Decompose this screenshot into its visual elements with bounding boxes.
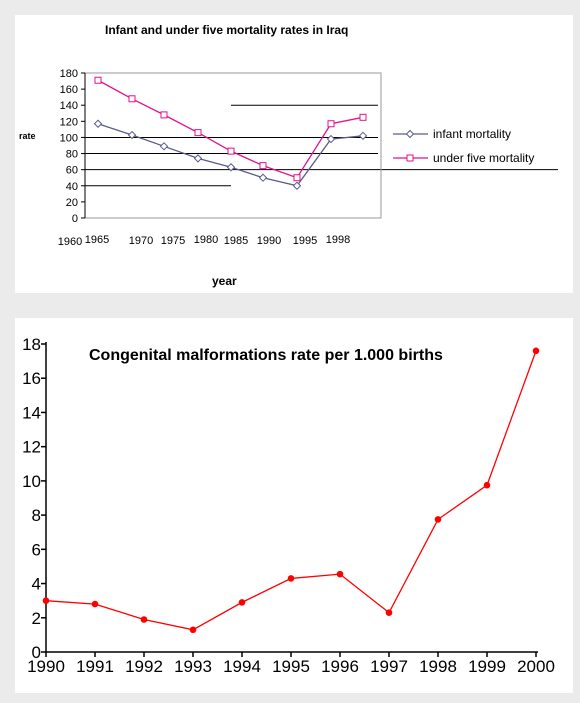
x-tick-label: 1996 (321, 657, 359, 676)
plot-frame (84, 72, 382, 219)
y-tick-label: 4 (32, 575, 41, 594)
data-point (238, 599, 246, 606)
data-point (93, 119, 103, 128)
data-point (227, 147, 235, 155)
x-tick-label: 1990 (27, 657, 65, 676)
y-tick-label: 12 (22, 438, 41, 457)
y-tick-label: 6 (32, 540, 41, 559)
series-line-1 (45, 350, 537, 631)
y-tick-label: 0 (72, 213, 78, 225)
x-tick-label: 1985 (224, 235, 248, 247)
x-tick-label: 1995 (272, 657, 310, 676)
data-point (160, 111, 168, 119)
x-tick-label: 1995 (293, 235, 317, 247)
data-point (140, 616, 148, 623)
legend-label: under five mortality (433, 151, 534, 165)
x-tick-label: 1980 (194, 234, 218, 246)
data-point (194, 129, 202, 137)
data-point (42, 597, 50, 604)
x-tick-label: 1998 (419, 657, 457, 676)
data-point (336, 570, 344, 578)
y-tick-label: 60 (66, 165, 78, 177)
data-point (94, 76, 102, 84)
data-point (259, 162, 267, 170)
mortality-chart-title: Infant and under five mortality rates in… (105, 23, 348, 37)
x-tick-label: 1997 (370, 657, 408, 676)
data-point (434, 516, 442, 523)
y-tick-label: 2 (32, 609, 41, 628)
malformations-chart-panel: Congenital malformations rate per 1.000 … (15, 318, 573, 693)
data-point (327, 120, 335, 128)
legend-marker (405, 129, 415, 139)
y-tick-label: 10 (22, 472, 41, 491)
data-point (159, 142, 169, 151)
data-point (385, 609, 393, 616)
y-tick-label: 100 (60, 132, 78, 144)
x-axis-label: year (212, 274, 237, 288)
series-line-2 (97, 79, 364, 179)
data-point (359, 113, 367, 121)
x-tick-label: 1998 (326, 234, 350, 246)
x-tick-label: 1992 (125, 657, 163, 676)
x-tick-label: 1993 (174, 657, 212, 676)
y-tick-label: 14 (22, 403, 41, 422)
y-tick-label: 0 (32, 643, 41, 662)
y-tick-label: 18 (22, 335, 41, 354)
y-tick-label: 8 (32, 506, 41, 525)
data-point (189, 626, 197, 634)
data-point (326, 134, 336, 144)
data-point (293, 174, 301, 182)
y-tick-label: 180 (60, 68, 78, 80)
y-tick-label: 140 (60, 100, 78, 112)
mortality-legend: infant mortality under five mortality (393, 127, 534, 165)
data-point (287, 575, 295, 582)
mortality-chart: Infant and under five mortality rates in… (19, 23, 558, 288)
data-point (358, 131, 368, 141)
data-point (193, 154, 203, 163)
y-tick-label: 40 (66, 181, 78, 193)
x-tick-label: 1999 (468, 657, 506, 676)
data-point (292, 181, 302, 190)
legend-label: infant mortality (433, 127, 511, 141)
y-tick-label: 120 (60, 116, 78, 128)
data-point (532, 347, 540, 355)
data-point (91, 600, 99, 608)
x-tick-label: 1991 (76, 657, 114, 676)
x-tick-label: 1965 (85, 234, 109, 246)
series-line-1 (97, 123, 364, 187)
legend-marker (406, 154, 414, 162)
malformations-chart-title: Congenital malformations rate per 1.000 … (89, 347, 443, 364)
x-tick-label: 1975 (161, 235, 185, 247)
x-tick-label: 1960 (58, 236, 82, 248)
x-tick-label: 1994 (223, 657, 261, 676)
data-point (483, 481, 491, 489)
y-tick-label: 160 (60, 84, 78, 96)
x-tick-label: 2000 (517, 657, 555, 676)
mortality-chart-panel: Infant and under five mortality rates in… (15, 15, 573, 293)
data-point (127, 130, 137, 140)
y-tick-label: 20 (66, 197, 78, 209)
y-tick-label: 16 (22, 369, 41, 388)
y-tick-label: 80 (66, 149, 78, 161)
data-point (226, 163, 236, 172)
x-tick-label: 1990 (257, 235, 281, 247)
y-axis-label: rate (19, 131, 36, 141)
x-tick-label: 1970 (129, 235, 153, 247)
malformations-chart: Congenital malformations rate per 1.000 … (22, 335, 555, 676)
data-point (128, 95, 136, 103)
data-point (258, 173, 268, 182)
